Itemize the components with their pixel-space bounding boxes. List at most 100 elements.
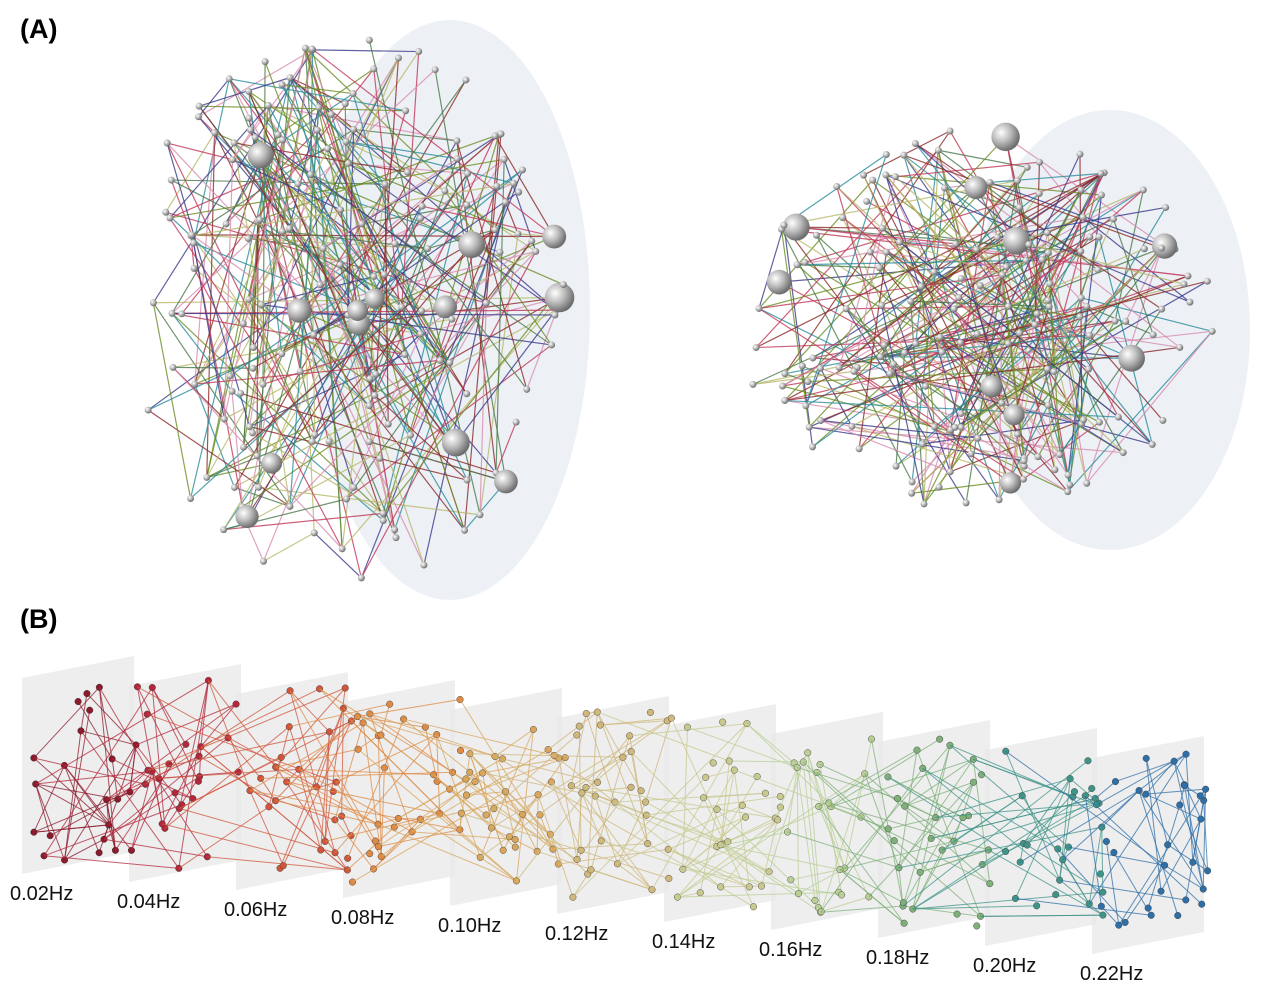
node xyxy=(1174,912,1181,919)
node xyxy=(964,176,987,199)
node xyxy=(1150,331,1157,338)
node xyxy=(941,184,948,191)
node xyxy=(513,419,520,426)
node xyxy=(229,156,236,163)
node xyxy=(457,747,464,754)
node xyxy=(337,206,344,213)
node xyxy=(1036,190,1043,197)
node xyxy=(317,847,324,854)
node xyxy=(472,778,479,785)
node xyxy=(366,438,373,445)
node xyxy=(1142,791,1149,798)
node xyxy=(1024,842,1031,849)
node xyxy=(974,435,981,442)
node xyxy=(528,237,535,244)
frequency-label: 0.06Hz xyxy=(224,899,287,921)
node xyxy=(166,214,173,221)
node xyxy=(262,58,269,65)
node xyxy=(297,368,304,375)
node xyxy=(380,510,387,517)
node xyxy=(919,440,926,447)
node xyxy=(75,698,82,705)
node xyxy=(878,302,885,309)
node xyxy=(1184,272,1191,279)
node xyxy=(951,305,958,312)
node xyxy=(1080,416,1087,423)
node xyxy=(250,344,257,351)
node xyxy=(560,281,567,288)
node xyxy=(1003,263,1010,270)
node xyxy=(96,684,103,691)
node xyxy=(358,220,365,227)
node xyxy=(515,230,522,237)
node xyxy=(191,381,198,388)
node xyxy=(1209,328,1216,335)
node xyxy=(370,273,377,280)
node xyxy=(515,189,522,196)
node xyxy=(1050,368,1057,375)
node xyxy=(366,37,373,44)
node xyxy=(1044,366,1051,373)
frequency-label: 0.20Hz xyxy=(973,955,1036,977)
edge xyxy=(153,303,190,499)
node xyxy=(891,837,898,844)
node xyxy=(464,477,471,484)
node xyxy=(922,383,929,390)
node xyxy=(279,228,286,235)
node xyxy=(441,187,448,194)
node xyxy=(343,495,350,502)
node xyxy=(309,438,316,445)
node xyxy=(742,814,749,821)
node xyxy=(1045,249,1052,256)
node xyxy=(326,438,333,445)
node xyxy=(795,890,802,897)
node xyxy=(231,139,238,146)
node xyxy=(1100,912,1107,919)
node xyxy=(169,310,176,317)
node xyxy=(1115,922,1122,929)
node xyxy=(350,484,357,491)
node xyxy=(420,562,427,569)
node xyxy=(1159,417,1166,424)
node xyxy=(1014,431,1021,438)
node xyxy=(386,701,393,708)
panel-label: (B) xyxy=(20,604,57,634)
node xyxy=(917,869,924,876)
node xyxy=(1122,318,1129,325)
node xyxy=(1145,905,1152,912)
node xyxy=(1019,793,1026,800)
edge xyxy=(247,523,264,561)
node xyxy=(254,452,261,459)
node xyxy=(809,443,816,450)
node xyxy=(893,463,900,470)
node xyxy=(1056,451,1063,458)
node xyxy=(936,484,943,491)
node xyxy=(912,340,919,347)
frequency-label: 0.10Hz xyxy=(438,915,501,937)
node xyxy=(1098,903,1105,910)
node xyxy=(947,128,954,135)
node xyxy=(968,450,975,457)
node xyxy=(1164,841,1171,848)
node xyxy=(996,496,1003,503)
node xyxy=(863,198,870,205)
node xyxy=(461,527,468,534)
node xyxy=(1111,849,1118,856)
node xyxy=(986,179,993,186)
node xyxy=(545,283,575,313)
node xyxy=(848,423,855,430)
node xyxy=(647,709,654,716)
node xyxy=(867,248,874,255)
node xyxy=(391,240,398,247)
node xyxy=(781,397,788,404)
node xyxy=(249,429,256,436)
node xyxy=(542,225,566,249)
node xyxy=(812,897,819,904)
node xyxy=(901,803,908,810)
node xyxy=(954,911,961,918)
node xyxy=(1000,472,1021,493)
frequency-label: 0.08Hz xyxy=(331,907,394,929)
plane xyxy=(343,680,455,898)
node xyxy=(530,726,537,733)
node xyxy=(178,310,185,317)
